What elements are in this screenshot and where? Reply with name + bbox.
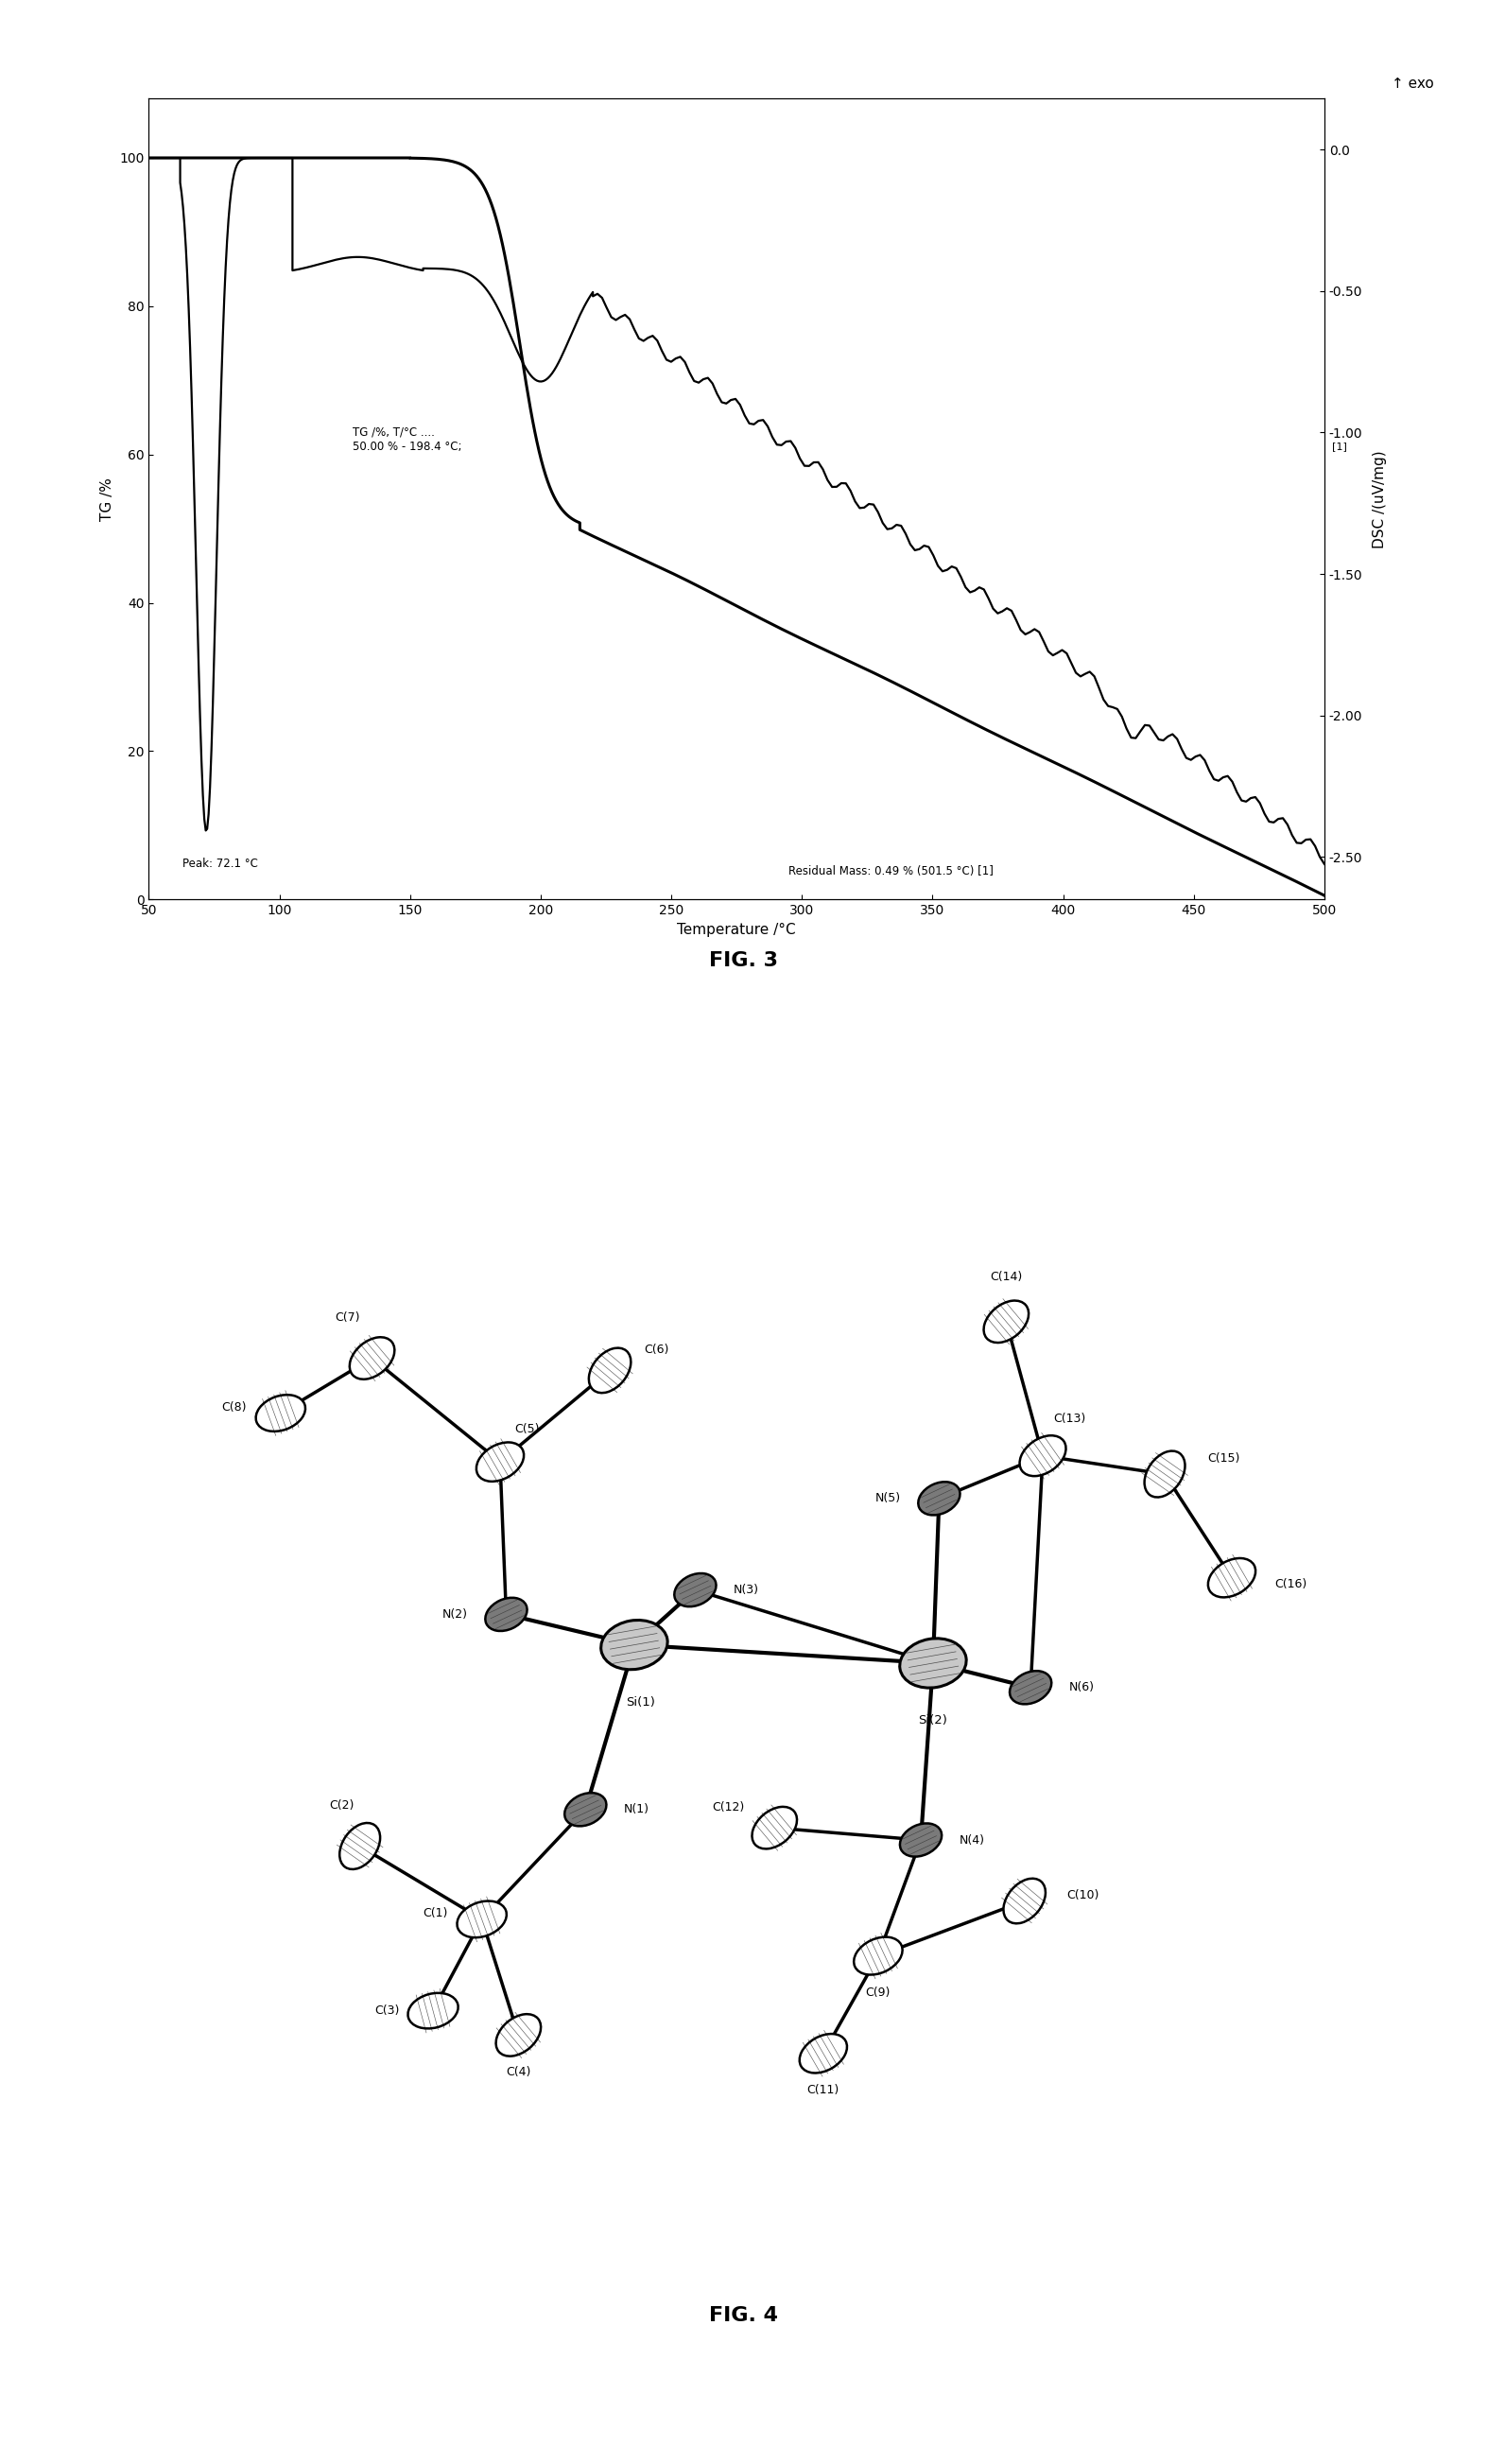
Text: ↑ exo: ↑ exo bbox=[1391, 76, 1433, 91]
Ellipse shape bbox=[1010, 1671, 1052, 1705]
Text: C(14): C(14) bbox=[990, 1271, 1022, 1284]
Text: FIG. 4: FIG. 4 bbox=[710, 2306, 778, 2326]
Ellipse shape bbox=[900, 1823, 942, 1858]
Ellipse shape bbox=[457, 1902, 506, 1937]
Text: C(12): C(12) bbox=[711, 1801, 744, 1814]
Ellipse shape bbox=[1208, 1557, 1256, 1597]
Ellipse shape bbox=[799, 2033, 847, 2072]
Ellipse shape bbox=[589, 1348, 631, 1392]
Text: C(16): C(16) bbox=[1274, 1577, 1306, 1589]
Text: N(3): N(3) bbox=[734, 1584, 759, 1597]
Text: C(13): C(13) bbox=[1054, 1412, 1086, 1424]
Text: C(8): C(8) bbox=[222, 1402, 247, 1414]
Text: C(1): C(1) bbox=[423, 1907, 448, 1919]
Ellipse shape bbox=[476, 1441, 524, 1481]
Y-axis label: TG /%: TG /% bbox=[100, 478, 115, 520]
Text: FIG. 3: FIG. 3 bbox=[710, 951, 778, 971]
Ellipse shape bbox=[256, 1395, 305, 1432]
Text: C(7): C(7) bbox=[335, 1311, 360, 1323]
Text: N(5): N(5) bbox=[875, 1493, 900, 1506]
Text: C(15): C(15) bbox=[1207, 1451, 1240, 1464]
Text: Residual Mass: 0.49 % (501.5 °C) [1]: Residual Mass: 0.49 % (501.5 °C) [1] bbox=[789, 865, 994, 877]
Ellipse shape bbox=[984, 1301, 1028, 1343]
Text: C(6): C(6) bbox=[644, 1343, 668, 1355]
Text: C(5): C(5) bbox=[515, 1422, 540, 1434]
Ellipse shape bbox=[496, 2013, 540, 2055]
Text: [1]: [1] bbox=[1332, 441, 1347, 451]
Ellipse shape bbox=[350, 1338, 394, 1380]
Y-axis label: DSC /(uV/mg): DSC /(uV/mg) bbox=[1373, 451, 1387, 547]
Ellipse shape bbox=[674, 1574, 716, 1607]
Ellipse shape bbox=[1019, 1437, 1065, 1476]
Text: Peak: 72.1 °C: Peak: 72.1 °C bbox=[183, 857, 259, 870]
Text: C(11): C(11) bbox=[806, 2085, 839, 2097]
Text: N(4): N(4) bbox=[960, 1833, 985, 1846]
Ellipse shape bbox=[854, 1937, 902, 1974]
Text: Si(2): Si(2) bbox=[918, 1715, 948, 1727]
Text: C(10): C(10) bbox=[1067, 1890, 1100, 1902]
Text: C(9): C(9) bbox=[866, 1986, 891, 1998]
Text: C(2): C(2) bbox=[329, 1799, 354, 1811]
Text: TG /%, T/°C ....
50.00 % - 198.4 °C;: TG /%, T/°C .... 50.00 % - 198.4 °C; bbox=[353, 426, 461, 453]
Text: C(4): C(4) bbox=[506, 2065, 531, 2077]
Ellipse shape bbox=[564, 1794, 607, 1826]
Text: N(6): N(6) bbox=[1068, 1680, 1095, 1693]
Ellipse shape bbox=[408, 1993, 458, 2028]
Ellipse shape bbox=[339, 1823, 379, 1870]
Ellipse shape bbox=[900, 1639, 966, 1688]
Ellipse shape bbox=[1003, 1878, 1046, 1924]
Text: Si(1): Si(1) bbox=[626, 1695, 655, 1708]
Text: C(3): C(3) bbox=[373, 2006, 399, 2018]
Ellipse shape bbox=[918, 1481, 960, 1515]
Ellipse shape bbox=[601, 1621, 668, 1671]
Text: N(1): N(1) bbox=[623, 1804, 649, 1816]
Ellipse shape bbox=[1144, 1451, 1184, 1498]
Ellipse shape bbox=[751, 1806, 798, 1848]
Text: N(2): N(2) bbox=[442, 1609, 467, 1621]
Ellipse shape bbox=[485, 1597, 527, 1631]
X-axis label: Temperature /°C: Temperature /°C bbox=[677, 922, 796, 936]
